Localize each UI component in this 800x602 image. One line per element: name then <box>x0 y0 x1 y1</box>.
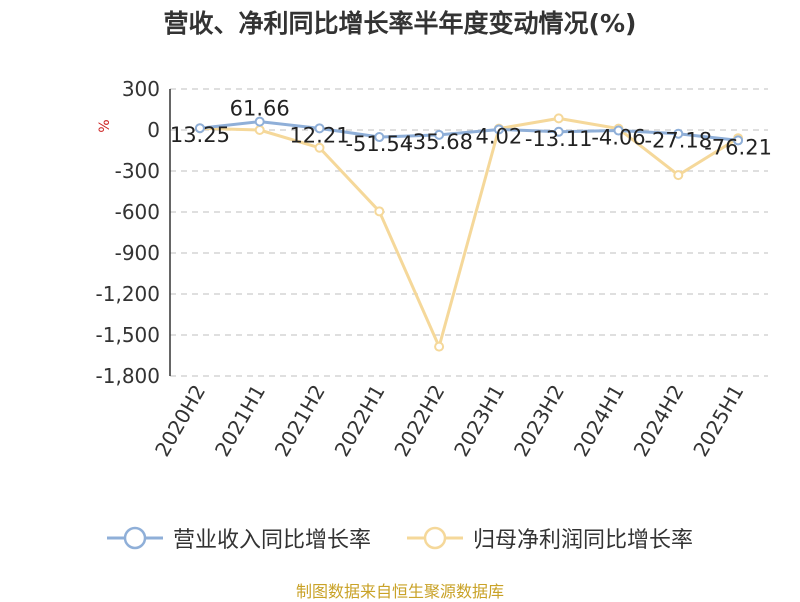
profit-point <box>374 206 385 217</box>
revenue-data-label: -76.21 <box>704 135 772 159</box>
profit-point <box>553 113 564 124</box>
revenue-point <box>493 124 504 135</box>
revenue-data-label: 61.66 <box>230 97 290 121</box>
revenue-point <box>314 123 325 134</box>
y-tick-label: -1,500 <box>96 323 160 347</box>
x-tick-label: 2020H2 <box>150 381 210 461</box>
revenue-point <box>194 123 205 134</box>
legend-revenue-icon <box>106 526 163 550</box>
legend-item-profit[interactable]: 归母净利润同比增长率 <box>407 522 693 554</box>
revenue-data-label: -35.68 <box>405 130 473 154</box>
revenue-growth-line <box>199 120 739 142</box>
revenue-data-label: -51.54 <box>345 132 413 156</box>
x-tick-label: 2021H2 <box>270 381 330 461</box>
profit-point <box>314 142 325 153</box>
revenue-point <box>374 132 385 143</box>
y-tick-label: -1,200 <box>96 282 160 306</box>
y-tick-label: -1,800 <box>96 364 160 388</box>
chart-title: 营收、净利同比增长率半年度变动情况(%) <box>163 9 637 38</box>
y-tick-label: -300 <box>115 159 160 183</box>
y-tick-label: 0 <box>147 118 160 142</box>
profit-point <box>673 170 684 181</box>
revenue-point <box>553 126 564 137</box>
x-tick-label: 2025H1 <box>688 381 748 461</box>
revenue-data-label: -27.18 <box>644 129 712 153</box>
revenue-data-label: 13.25 <box>170 123 230 147</box>
x-tick-label: 2024H1 <box>569 381 629 461</box>
grid-layer <box>170 88 768 377</box>
revenue-point <box>613 125 624 136</box>
y-tick-label: 300 <box>122 77 160 101</box>
x-tick-label: 2022H2 <box>389 380 449 460</box>
profit-point <box>254 125 265 135</box>
revenue-point <box>254 116 265 127</box>
profit-point <box>434 341 445 352</box>
revenue-point <box>673 128 684 139</box>
x-tick-label: 2022H1 <box>330 381 390 461</box>
legend-revenue-label: 营业收入同比增长率 <box>172 528 371 553</box>
y-tick-label: -900 <box>115 241 160 265</box>
x-tick-label: 2023H2 <box>509 381 569 461</box>
legend-profit-icon <box>407 526 463 550</box>
revenue-data-label: -4.06 <box>591 126 645 150</box>
x-tick-label: 2021H1 <box>210 381 270 461</box>
legend-item-revenue[interactable]: 营业收入同比增长率 <box>106 522 371 554</box>
x-tick-label: 2024H2 <box>629 381 689 461</box>
revenue-point <box>434 129 445 140</box>
series-layer <box>194 113 744 352</box>
revenue-data-label: 12.21 <box>289 123 349 147</box>
data-source-note: 制图数据来自恒生聚源数据库 <box>295 582 504 601</box>
profit-growth-line <box>199 116 739 349</box>
legend: 营业收入同比增长率 归母净利润同比增长率 <box>0 522 800 554</box>
revenue-data-label: 4.02 <box>476 124 523 148</box>
x-tick-label: 2023H1 <box>449 381 509 461</box>
revenue-data-label: -13.11 <box>525 127 593 151</box>
revenue-point <box>733 135 744 146</box>
legend-profit-label: 归母净利润同比增长率 <box>473 528 694 553</box>
y-tick-label: -600 <box>115 200 160 224</box>
